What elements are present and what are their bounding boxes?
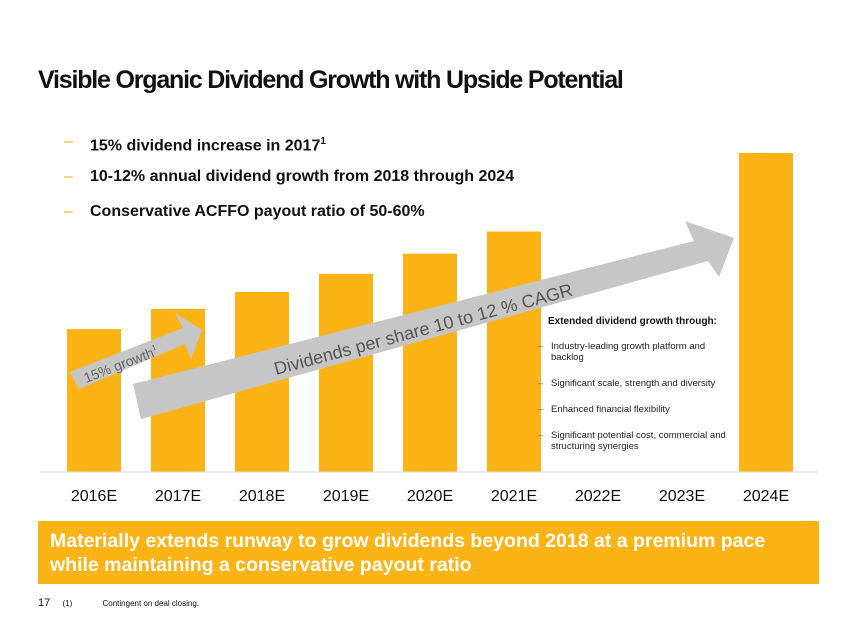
slide-title: Visible Organic Dividend Growth with Ups… <box>38 66 624 94</box>
bullet-item: –15% dividend increase in 20171 <box>64 132 514 167</box>
dash-marker: – <box>64 133 73 150</box>
x-tick-label: 2022E <box>575 488 621 505</box>
side-callout-item: – Enhanced financial flexibility <box>538 404 738 415</box>
bar-2019E <box>319 273 373 472</box>
x-tick-label: 2017E <box>155 488 201 505</box>
x-tick-label: 2019E <box>323 488 369 505</box>
bullet-list: –15% dividend increase in 20171 –10-12% … <box>64 132 514 237</box>
footnote-text: Contingent on deal closing. <box>102 599 200 608</box>
bullet-item: –10-12% annual dividend growth from 2018… <box>64 167 514 202</box>
bullet-text: 10-12% annual dividend growth from 2018 … <box>90 168 515 185</box>
x-tick-label: 2020E <box>407 488 453 505</box>
bar-2020E <box>403 253 457 472</box>
side-callout: Extended dividend growth through: – Indus… <box>538 316 738 467</box>
dash-marker: – <box>538 430 544 441</box>
side-callout-text: Significant potential cost, commercial a… <box>551 430 726 452</box>
bullet-text: Conservative ACFFO payout ratio of 50-60… <box>90 203 425 220</box>
side-callout-title: Extended dividend growth through: <box>548 316 717 327</box>
arrow-short <box>70 313 202 389</box>
arrow-short-sup: 1 <box>150 343 158 353</box>
dividend-bar-chart: 2016E 2017E 2018E 2019E 2020E 2021E 2022E 2023E… <box>40 153 818 505</box>
x-tick-label: 2016E <box>71 488 117 505</box>
bullet-text: 15% dividend increase in 2017 <box>90 137 321 155</box>
footnote-ref: (1) <box>62 599 73 608</box>
side-callout-item: – Industry-leading growth platform and ba… <box>538 341 738 363</box>
bullet-item: – Conservative ACFFO payout ratio of 50-6… <box>64 202 514 237</box>
side-callout-text: Industry-leading growth platform and bac… <box>551 341 706 363</box>
bar-2021E <box>487 231 541 472</box>
side-callout-text: Significant scale, strength and diversit… <box>551 378 716 389</box>
x-tick-labels: 2016E 2017E 2018E 2019E 2020E 2021E 2022E 2023E… <box>71 488 789 505</box>
footer: 17 (1) Contingent on deal closing. <box>38 597 199 609</box>
side-callout-list: – Industry-leading growth platform and ba… <box>538 341 738 452</box>
side-callout-text: Enhanced financial flexibility <box>551 404 670 415</box>
dash-marker: – <box>64 168 73 185</box>
dash-marker: – <box>64 203 73 220</box>
bar-2024E <box>739 153 793 472</box>
bar-2016E <box>67 329 121 472</box>
x-tick-label: 2021E <box>491 488 537 505</box>
dash-marker: – <box>538 404 544 415</box>
side-callout-item: – Significant potential cost, commercial … <box>538 430 738 452</box>
dash-marker: – <box>538 378 544 389</box>
footnote-marker: 1 <box>320 136 326 147</box>
dash-marker: – <box>538 341 544 352</box>
side-callout-item: – Significant scale, strength and diversi… <box>538 378 738 389</box>
arrow-long <box>133 221 734 419</box>
x-tick-label: 2024E <box>743 488 789 505</box>
x-tick-label: 2023E <box>659 488 705 505</box>
page-number: 17 <box>38 597 51 609</box>
summary-banner: Materially extends runway to grow divide… <box>38 521 819 584</box>
x-tick-label: 2018E <box>239 488 285 505</box>
